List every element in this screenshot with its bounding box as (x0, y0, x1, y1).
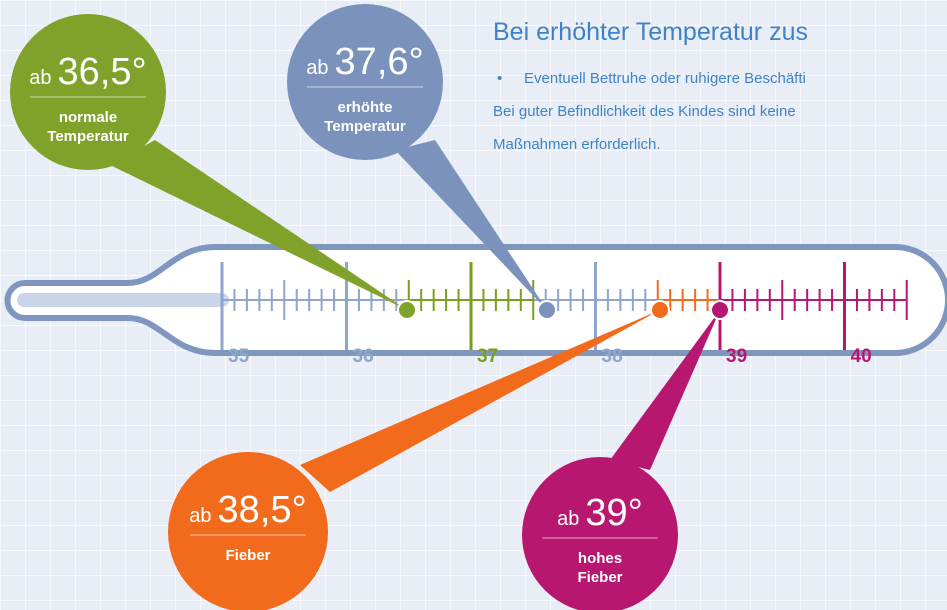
text-line: Eventuell Bettruhe oder ruhigere Beschäf… (524, 70, 806, 87)
bullet: • (497, 70, 502, 87)
bubble-label: Fieber (225, 547, 270, 564)
thermometer-infographic: Bei erhöhter Temperatur zus • Eventuell … (0, 0, 947, 610)
value: 36,5° (58, 51, 147, 93)
bubble-label: normale (59, 109, 117, 126)
heading: Bei erhöhter Temperatur zus (493, 18, 808, 46)
prefix: ab (306, 57, 328, 79)
value: 39° (585, 492, 642, 534)
bubble-label: Temperatur (47, 128, 129, 145)
bubble (168, 452, 328, 610)
value: 38,5° (218, 489, 307, 531)
marker-dot (651, 301, 669, 319)
prefix: ab (557, 508, 579, 530)
scale-label: 35 (228, 346, 250, 367)
marker-dot (711, 301, 729, 319)
prefix: ab (189, 505, 211, 527)
bubble-label: Temperatur (324, 118, 406, 135)
scale-label: 37 (477, 346, 498, 367)
scale-label: 38 (602, 346, 623, 367)
bubble-label: Fieber (577, 569, 622, 586)
prefix: ab (29, 67, 51, 89)
value: 37,6° (335, 41, 424, 83)
marker-dot (538, 301, 556, 319)
scale-label: 36 (353, 346, 374, 367)
text-line: Maßnahmen erforderlich. (493, 136, 661, 153)
scale-label: 40 (851, 346, 872, 367)
bubble-label: hohes (578, 550, 622, 567)
text-line: Bei guter Befindlichkeit des Kindes sind… (493, 103, 796, 120)
marker-dot (398, 301, 416, 319)
scale-label: 39 (726, 346, 747, 367)
bubble-label: erhöhte (337, 99, 392, 116)
page: Bei erhöhter Temperatur zus • Eventuell … (0, 0, 947, 610)
